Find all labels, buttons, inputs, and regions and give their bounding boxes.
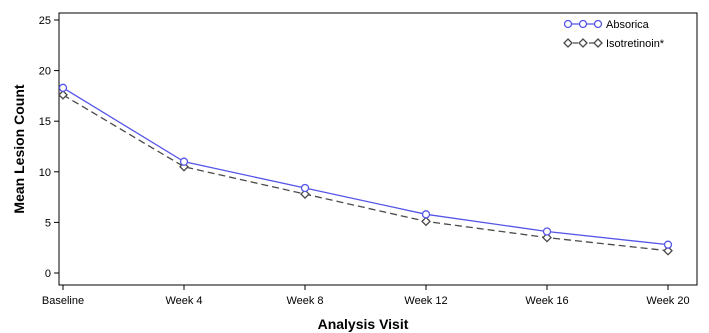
series-layer [58, 83, 673, 256]
x-tick-label: Week 16 [525, 295, 568, 307]
data-point [542, 227, 552, 236]
data-point [663, 240, 673, 249]
x-axis: Baseline Week 4 Week 8 Week 12 Week 16 Week 2… [42, 285, 690, 307]
plot-frame [58, 12, 698, 286]
legend-label: Absorica [606, 19, 650, 31]
y-tick-label: 5 [45, 217, 51, 229]
series-0 [58, 83, 673, 249]
x-tick-label: Baseline [42, 295, 84, 307]
legend-entry-1: Isotretinoin* [563, 38, 665, 50]
data-point [421, 210, 431, 219]
legend-entry-0: Absorica [563, 19, 650, 31]
data-point [179, 157, 189, 166]
data-point [300, 183, 310, 193]
data-point [58, 89, 68, 100]
y-tick-label: 15 [39, 116, 51, 128]
y-axis-title: Mean Lesion Count [11, 84, 27, 213]
legend-marker [563, 38, 573, 48]
data-point [300, 189, 310, 199]
legend: Absorica Isotretinoin* [563, 19, 665, 50]
plot-border [58, 12, 698, 286]
y-tick-label: 20 [39, 66, 51, 78]
legend-label: Isotretinoin* [606, 38, 665, 50]
x-tick-label: Week 8 [286, 295, 323, 307]
x-tick-label: Week 4 [165, 295, 202, 307]
x-tick-label: Week 20 [646, 295, 689, 307]
legend-marker [593, 38, 603, 48]
legend-marker [593, 19, 603, 29]
x-tick-label: Week 12 [404, 295, 447, 307]
legend-marker [563, 19, 573, 29]
series-line [62, 87, 669, 246]
legend-marker [578, 38, 588, 48]
y-tick-label: 0 [45, 268, 51, 280]
legend-marker [578, 19, 588, 29]
data-point [542, 232, 552, 243]
y-axis: 0 5 10 15 20 25 [39, 15, 59, 280]
data-point [421, 216, 431, 227]
series-1 [58, 89, 673, 256]
x-axis-title: Analysis Visit [318, 316, 409, 332]
data-point [58, 83, 68, 92]
series-line [62, 94, 669, 252]
data-point [663, 245, 673, 256]
y-tick-label: 10 [39, 167, 51, 179]
y-tick-label: 25 [39, 15, 51, 27]
